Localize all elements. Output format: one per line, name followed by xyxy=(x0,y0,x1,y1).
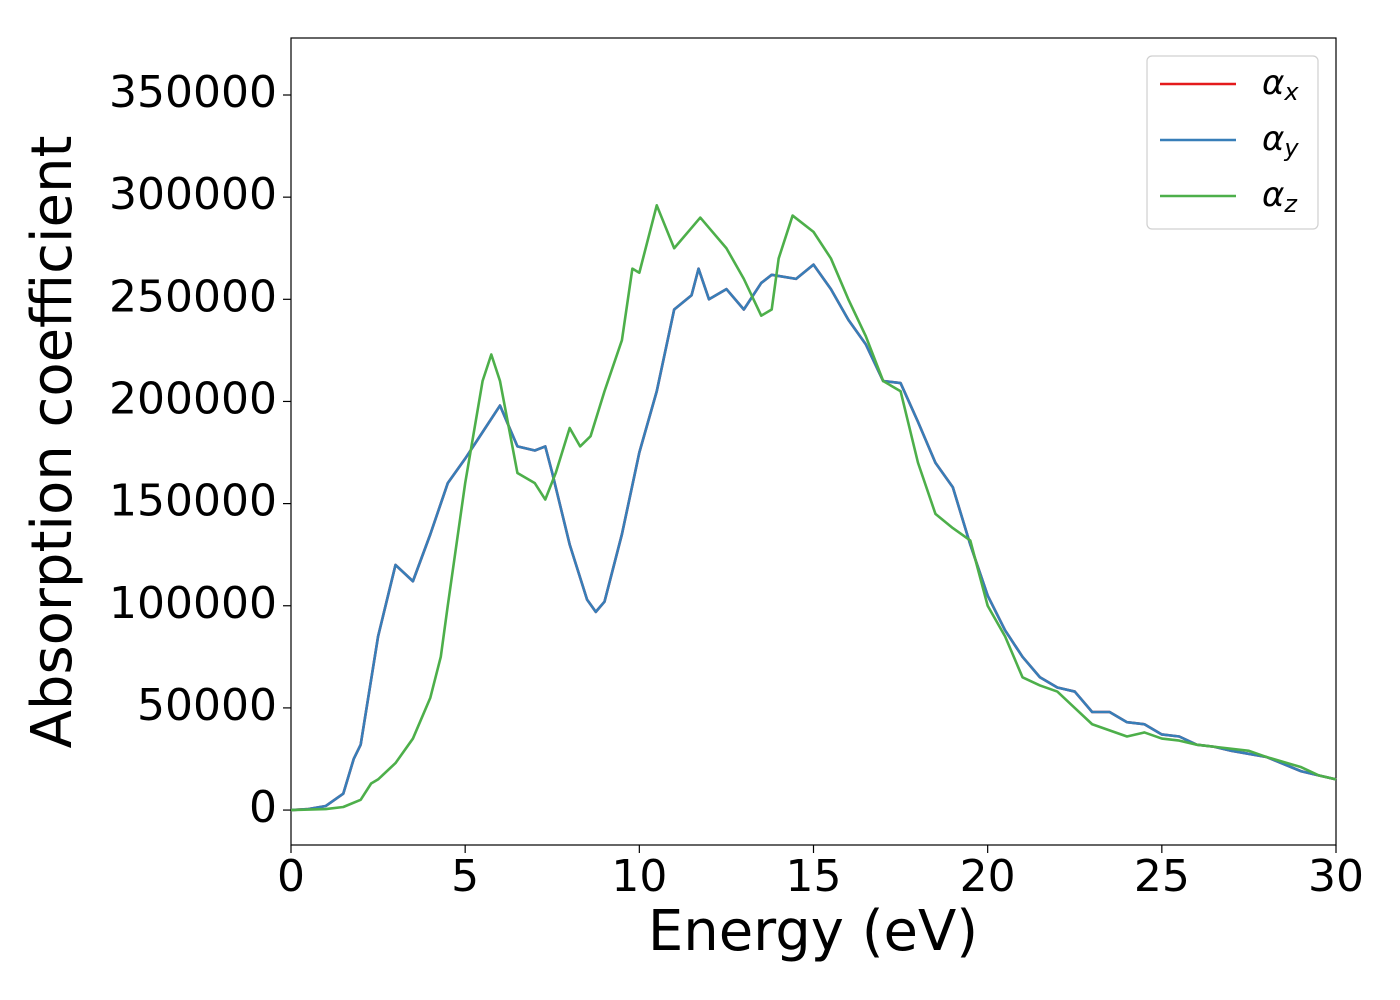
x-tick-label: 20 xyxy=(960,851,1016,902)
x-tick-label: 10 xyxy=(611,851,667,902)
legend-label: αy xyxy=(1262,119,1299,163)
y-tick-label: 150000 xyxy=(109,476,277,527)
y-axis-label: Absorption coefficient xyxy=(20,136,85,749)
x-tick-label: 25 xyxy=(1134,851,1190,902)
x-tick-label: 30 xyxy=(1308,851,1364,902)
y-tick-label: 250000 xyxy=(109,271,277,322)
y-tick-label: 100000 xyxy=(109,578,277,629)
x-axis-label: Energy (eV) xyxy=(648,899,978,964)
y-tick-label: 200000 xyxy=(109,373,277,424)
series-line xyxy=(290,263,1337,812)
series-line xyxy=(290,263,1337,812)
x-tick-label: 5 xyxy=(451,851,479,902)
x-tick-label: 0 xyxy=(277,851,305,902)
legend-label: αz xyxy=(1262,175,1298,219)
y-tick-label: 350000 xyxy=(109,67,277,118)
y-tick-label: 300000 xyxy=(109,169,277,220)
y-tick-label: 50000 xyxy=(137,680,277,731)
x-tick-label: 15 xyxy=(786,851,842,902)
series-line xyxy=(290,204,1337,812)
y-tick-label: 0 xyxy=(249,782,277,833)
legend-label: αx xyxy=(1262,63,1299,107)
legend-box xyxy=(1146,55,1319,230)
